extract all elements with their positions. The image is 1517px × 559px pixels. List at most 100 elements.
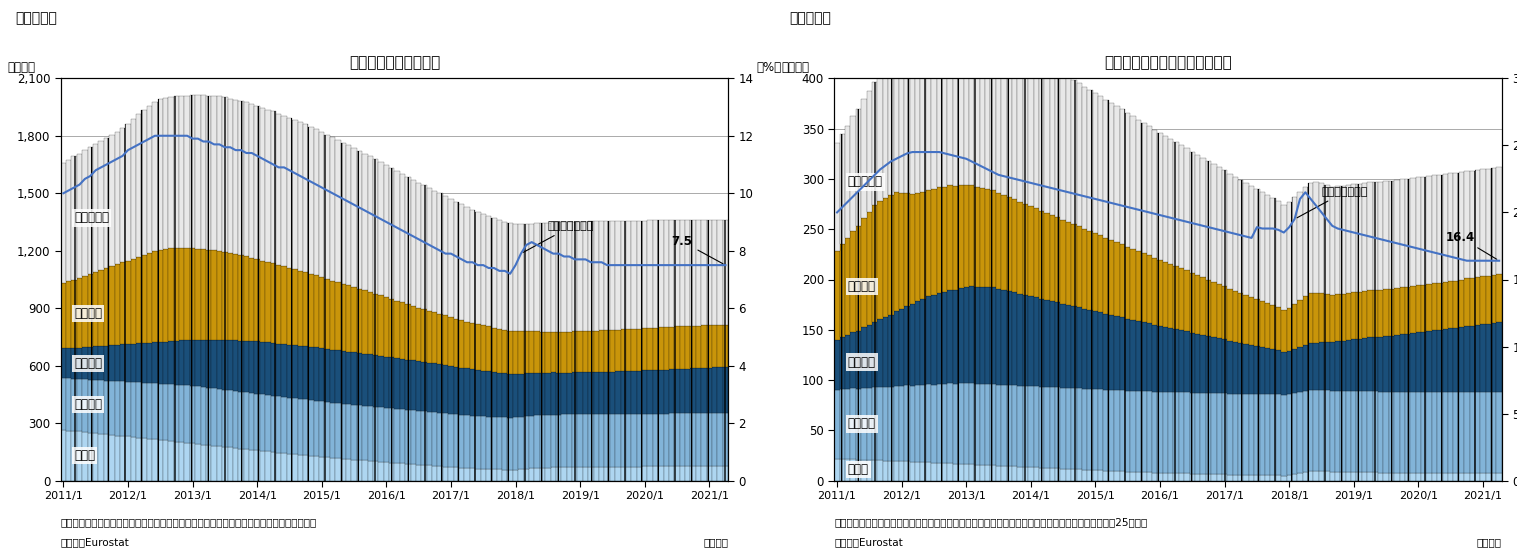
Bar xyxy=(1211,337,1217,393)
Bar xyxy=(329,349,335,402)
Bar xyxy=(1459,280,1464,327)
Text: （図表２）: （図表２） xyxy=(789,11,831,25)
Bar xyxy=(1227,174,1233,288)
Bar xyxy=(614,372,620,414)
Bar xyxy=(1195,155,1200,276)
Bar xyxy=(523,224,529,331)
Bar xyxy=(519,225,523,331)
Bar xyxy=(1388,473,1394,481)
Bar xyxy=(1147,255,1151,323)
Bar xyxy=(1120,317,1126,390)
Bar xyxy=(1255,346,1259,394)
Bar xyxy=(82,276,88,347)
Bar xyxy=(238,448,244,481)
Bar xyxy=(196,386,200,444)
Bar xyxy=(162,440,168,481)
Bar xyxy=(652,220,658,328)
Bar xyxy=(356,151,363,288)
Bar xyxy=(887,387,894,461)
Bar xyxy=(631,329,637,371)
Bar xyxy=(196,96,200,249)
Bar xyxy=(168,248,174,341)
Bar xyxy=(1001,290,1007,385)
Bar xyxy=(158,250,162,342)
Bar xyxy=(325,279,329,349)
Bar xyxy=(974,384,980,465)
Bar xyxy=(1195,276,1200,334)
Bar xyxy=(931,463,936,481)
Bar xyxy=(1126,319,1130,391)
Bar xyxy=(707,325,711,368)
Bar xyxy=(561,332,567,373)
Bar xyxy=(109,435,114,481)
Bar xyxy=(99,380,103,434)
Bar xyxy=(1459,473,1464,481)
Bar xyxy=(711,220,718,325)
Bar xyxy=(1405,334,1411,392)
Bar xyxy=(545,332,551,373)
Bar xyxy=(1012,199,1018,292)
Bar xyxy=(1168,473,1174,481)
Bar xyxy=(1421,285,1426,332)
Bar xyxy=(61,283,67,348)
Bar xyxy=(185,443,190,481)
Bar xyxy=(593,331,599,372)
Bar xyxy=(872,322,877,387)
Bar xyxy=(1270,305,1276,349)
Bar xyxy=(696,466,701,481)
Bar xyxy=(259,108,265,260)
Bar xyxy=(1485,169,1491,277)
Bar xyxy=(373,407,378,461)
Bar xyxy=(1432,330,1437,392)
Bar xyxy=(631,467,637,481)
Bar xyxy=(1200,158,1206,277)
Bar xyxy=(179,442,185,481)
Bar xyxy=(1388,336,1394,392)
Bar xyxy=(910,462,915,481)
Bar xyxy=(1136,472,1141,481)
Bar xyxy=(963,383,969,463)
Bar xyxy=(1018,467,1022,481)
Bar xyxy=(1411,286,1415,333)
Bar xyxy=(1185,148,1189,271)
Bar xyxy=(179,96,185,248)
Bar xyxy=(174,248,179,341)
Bar xyxy=(991,287,995,384)
Bar xyxy=(663,414,669,466)
Bar xyxy=(190,248,196,340)
Bar xyxy=(508,224,513,331)
Bar xyxy=(845,458,851,481)
Bar xyxy=(1496,392,1502,473)
Bar xyxy=(1060,468,1066,481)
Bar xyxy=(185,340,190,385)
Bar xyxy=(985,30,991,189)
Bar xyxy=(718,325,722,367)
Bar xyxy=(185,248,190,340)
Bar xyxy=(281,453,287,481)
Bar xyxy=(567,373,572,414)
Bar xyxy=(114,381,120,435)
Bar xyxy=(572,467,578,481)
Bar xyxy=(346,145,352,286)
Bar xyxy=(663,369,669,414)
Bar xyxy=(1109,240,1115,315)
Bar xyxy=(669,220,675,327)
Bar xyxy=(1206,161,1211,280)
Bar xyxy=(422,185,426,309)
Text: イタリア: イタリア xyxy=(848,356,875,368)
Bar xyxy=(1077,388,1082,468)
Bar xyxy=(454,367,460,414)
Bar xyxy=(551,222,555,331)
Bar xyxy=(529,416,534,468)
Bar xyxy=(1174,392,1179,473)
Bar xyxy=(217,96,221,251)
Text: 失業率（右軸）: 失業率（右軸） xyxy=(1297,187,1368,218)
Bar xyxy=(887,461,894,481)
Bar xyxy=(1437,175,1443,282)
Bar xyxy=(1314,390,1318,471)
Bar xyxy=(346,459,352,481)
Bar xyxy=(502,221,508,330)
Bar xyxy=(925,296,931,384)
Bar xyxy=(1270,394,1276,475)
Bar xyxy=(378,462,384,481)
